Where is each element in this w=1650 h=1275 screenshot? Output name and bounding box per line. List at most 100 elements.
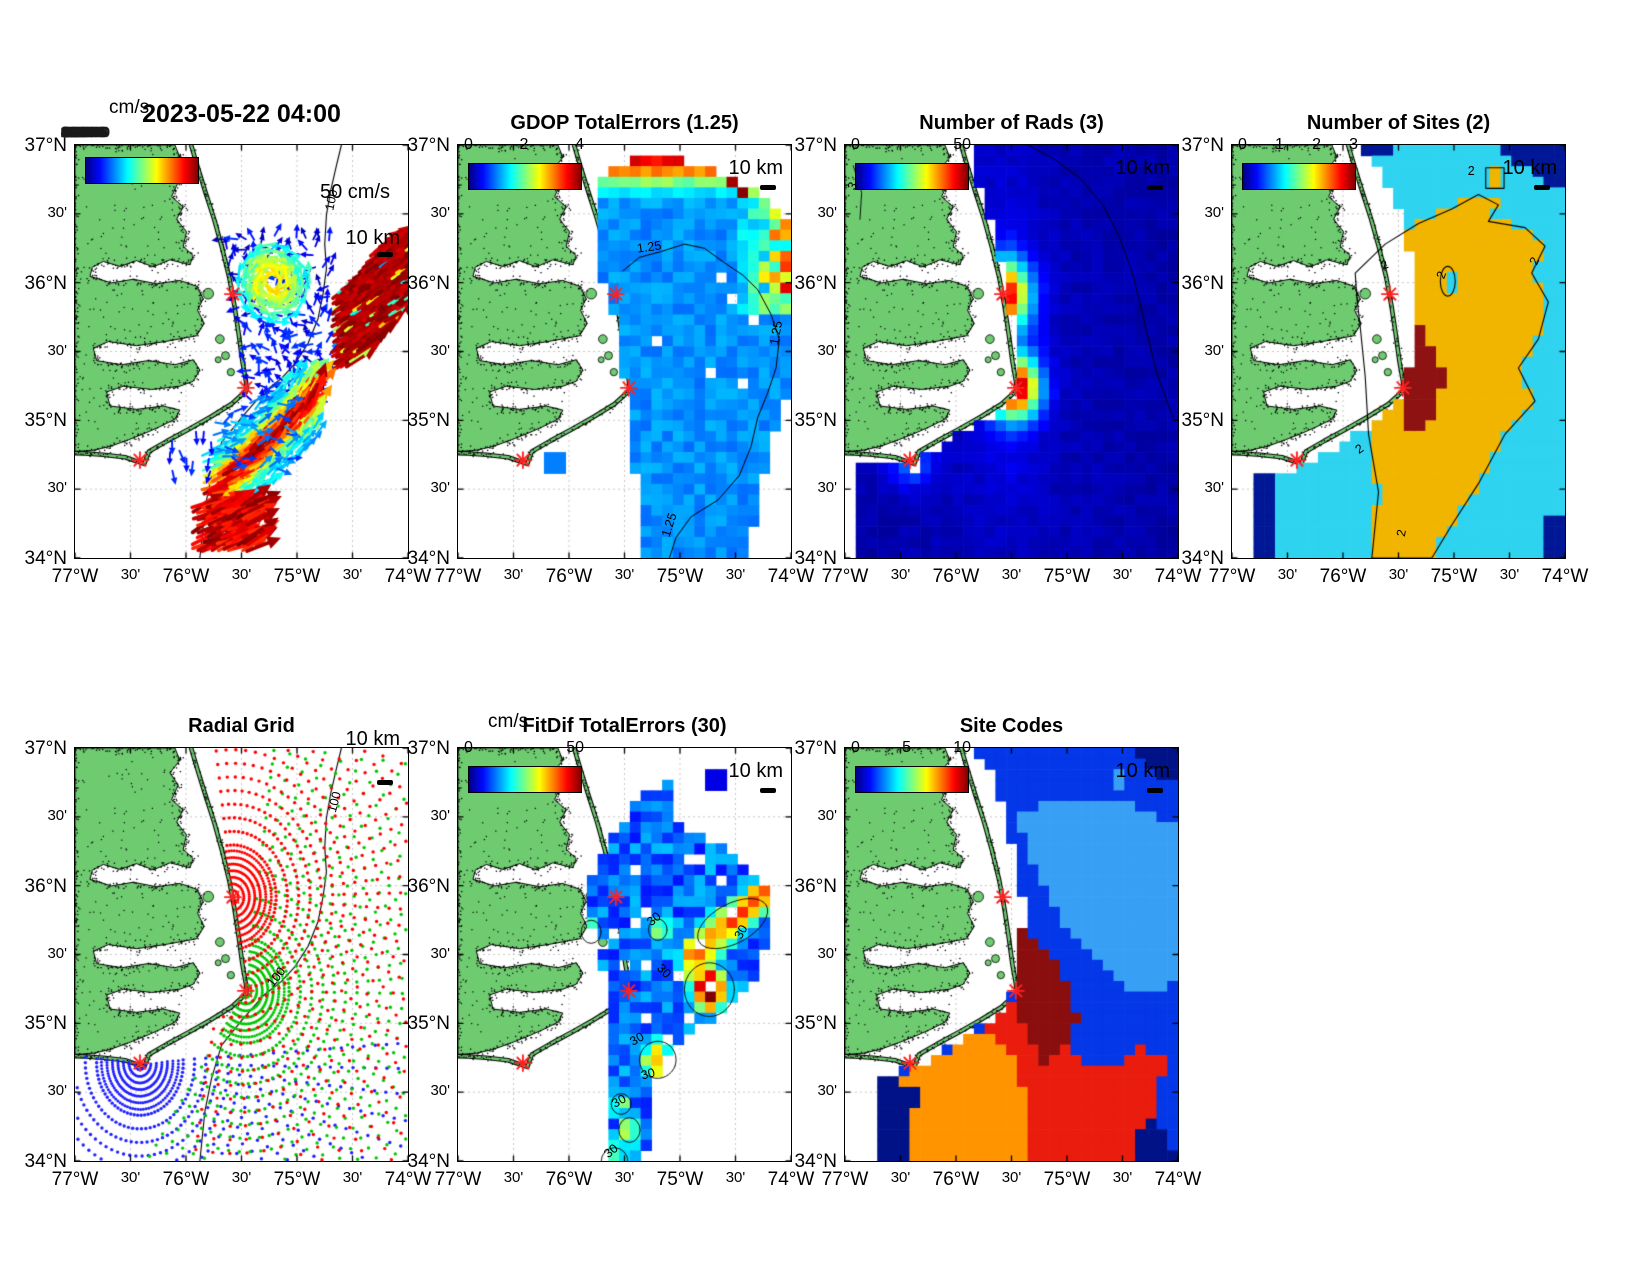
lon-tick-label: 30': [1001, 1169, 1022, 1186]
scale-bar: [760, 185, 776, 190]
lat-tick-label: 30': [430, 203, 450, 221]
lon-tick-label: 74°W: [1541, 566, 1589, 587]
lat-tick-label: 37°N: [1181, 135, 1224, 156]
panel-title-numrads: Number of Rads (3): [919, 112, 1104, 134]
lon-tick-label: 74°W: [767, 1169, 815, 1190]
panel-title-sitecodes: Site Codes: [959, 715, 1064, 737]
lon-tick-label: 30': [231, 1169, 252, 1186]
lon-tick-label: 74°W: [1154, 566, 1202, 587]
lon-tick-label: 30': [1388, 566, 1409, 583]
panel-title-numsites: Number of Sites (2): [1306, 112, 1491, 134]
panel-title-gdop: GDOP TotalErrors (1.25): [510, 112, 739, 134]
lon-tick-label: 76°W: [545, 1169, 593, 1190]
lat-tick-label: 30': [47, 806, 67, 824]
scale-label: 10 km: [345, 728, 400, 750]
lat-tick-label: 30': [47, 341, 67, 359]
lat-tick-label: 35°N: [794, 1013, 837, 1035]
lon-tick-label: 30': [1277, 566, 1298, 583]
lon-tick-label: 74°W: [384, 1169, 432, 1190]
colorbar: [85, 157, 199, 184]
lon-tick-label: 77°W: [51, 1169, 99, 1190]
lat-tick-label: 35°N: [407, 410, 450, 432]
lat-tick-label: 35°N: [24, 410, 67, 432]
lat-tick-label: 30': [47, 203, 67, 221]
lat-tick-label: 30': [817, 341, 837, 359]
lat-tick-label: 36°N: [24, 875, 67, 897]
lon-tick-label: 74°W: [1154, 1169, 1202, 1190]
colorbar: [855, 163, 969, 190]
lat-tick-label: 34°N: [407, 548, 450, 569]
lon-tick-label: 30': [614, 566, 635, 583]
lon-tick-label: 76°W: [1319, 566, 1367, 587]
lon-tick-label: 30': [1499, 566, 1520, 583]
panel-title-radialgrid: Radial Grid: [188, 715, 295, 737]
lat-tick-label: 36°N: [24, 272, 67, 294]
lat-tick-label: 34°N: [794, 1151, 837, 1172]
scale-label: 10 km: [1502, 157, 1557, 179]
map-canvas-numrads: [844, 144, 1179, 559]
lat-tick-label: 37°N: [407, 738, 450, 759]
lat-tick-label: 37°N: [794, 135, 837, 156]
map-canvas-numsites: [1231, 144, 1566, 559]
lon-tick-label: 74°W: [384, 566, 432, 587]
lon-tick-label: 30': [1112, 1169, 1133, 1186]
map-canvas-radialgrid: [74, 747, 409, 1162]
lon-tick-label: 75°W: [1043, 566, 1091, 587]
colorbar: [855, 766, 969, 793]
lat-tick-label: 36°N: [794, 272, 837, 294]
scale-label: 10 km: [1115, 760, 1170, 782]
lat-tick-label: 35°N: [407, 1013, 450, 1035]
lon-tick-label: 30': [1112, 566, 1133, 583]
lon-tick-label: 77°W: [434, 566, 482, 587]
lon-tick-label: 30': [725, 1169, 746, 1186]
panel-title-fitdif: FitDif TotalErrors (30): [522, 715, 727, 737]
scale-label: 10 km: [728, 760, 783, 782]
colorbar-tick-labels: 0 50: [851, 136, 971, 153]
lon-tick-label: 30': [725, 566, 746, 583]
lat-tick-label: 34°N: [407, 1151, 450, 1172]
lon-tick-label: 30': [342, 1169, 363, 1186]
lon-tick-label: 76°W: [932, 1169, 980, 1190]
lon-tick-label: 30': [890, 566, 911, 583]
lat-tick-label: 30': [47, 479, 67, 497]
scale-bar: [1534, 185, 1550, 190]
lat-tick-label: 37°N: [24, 738, 67, 759]
lat-tick-label: 30': [817, 479, 837, 497]
lat-tick-label: 36°N: [407, 272, 450, 294]
lat-tick-label: 30': [1204, 341, 1224, 359]
lat-tick-label: 34°N: [1181, 548, 1224, 569]
lat-tick-label: 30': [1204, 203, 1224, 221]
lon-tick-label: 77°W: [821, 1169, 869, 1190]
lat-tick-label: 30': [817, 806, 837, 824]
lon-tick-label: 75°W: [1430, 566, 1478, 587]
lon-tick-label: 77°W: [1208, 566, 1256, 587]
scale-label: 10 km: [1115, 157, 1170, 179]
lat-tick-label: 35°N: [1181, 410, 1224, 432]
scale-bar: [1147, 788, 1163, 793]
lat-tick-label: 30': [47, 944, 67, 962]
lon-tick-label: 30': [1001, 566, 1022, 583]
colorbar: [468, 766, 582, 793]
map-canvas-fitdif: [457, 747, 792, 1162]
lon-tick-label: 30': [342, 566, 363, 583]
lat-tick-label: 37°N: [24, 135, 67, 156]
lon-tick-label: 77°W: [434, 1169, 482, 1190]
lat-tick-label: 30': [430, 341, 450, 359]
lat-tick-label: 36°N: [407, 875, 450, 897]
contour-label: 2: [1467, 163, 1475, 178]
lat-tick-label: 30': [817, 944, 837, 962]
colorbar-units-label: cm/s: [488, 711, 529, 732]
colorbar: [468, 163, 582, 190]
lon-tick-label: 75°W: [656, 1169, 704, 1190]
scale-bar: [760, 788, 776, 793]
lon-tick-label: 30': [503, 1169, 524, 1186]
lon-tick-label: 75°W: [1043, 1169, 1091, 1190]
lon-tick-label: 30': [120, 1169, 141, 1186]
lon-tick-label: 77°W: [821, 566, 869, 587]
lon-tick-label: 75°W: [273, 1169, 321, 1190]
lat-tick-label: 35°N: [24, 1013, 67, 1035]
lon-tick-label: 76°W: [162, 566, 210, 587]
lon-tick-label: 30': [231, 566, 252, 583]
